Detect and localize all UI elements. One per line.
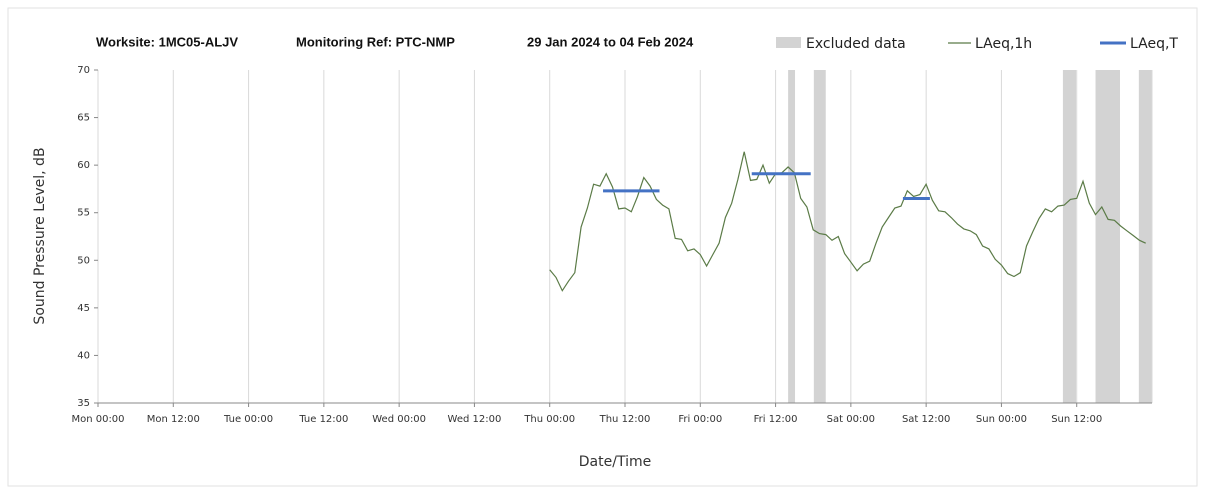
x-tick-label: Thu 12:00 [599,414,651,425]
x-tick-label: Thu 00:00 [523,414,575,425]
y-tick-label: 60 [77,160,90,171]
excluded-band [1095,70,1121,403]
monitoring-ref: Monitoring Ref: PTC-NMP [296,34,455,49]
x-tick-label: Sat 00:00 [827,414,875,425]
legend-swatch [776,37,801,48]
x-tick-label: Tue 12:00 [298,414,348,425]
excluded-band [788,70,796,403]
worksite: Worksite: 1MC05-ALJV [96,34,238,49]
excluded-band [813,70,826,403]
x-tick-label: Sun 12:00 [1051,414,1102,425]
y-tick-label: 55 [77,208,90,219]
excluded-band [1062,70,1077,403]
x-tick-label: Wed 12:00 [448,414,502,425]
legend-label: Excluded data [806,36,906,52]
legend-label: LAeq,T [1130,36,1178,52]
x-tick-label: Sun 00:00 [976,414,1027,425]
x-tick-label: Mon 12:00 [147,414,200,425]
x-tick-label: Mon 00:00 [71,414,124,425]
date-range: 29 Jan 2024 to 04 Feb 2024 [527,34,694,49]
y-tick-label: 45 [77,303,90,314]
x-axis-label: Date/Time [579,454,651,470]
excluded-band [1138,70,1152,403]
y-axis-label: Sound Pressure Level, dB [32,147,48,324]
y-tick-label: 65 [77,113,90,124]
y-tick-label: 50 [77,255,90,266]
frame [7,7,1198,487]
y-tick-label: 40 [77,350,90,361]
x-tick-label: Fri 00:00 [678,414,722,425]
legend-label: LAeq,1h [975,36,1032,52]
x-tick-label: Fri 12:00 [754,414,798,425]
line-series [549,151,1146,292]
y-tick-label: 35 [77,398,90,409]
x-tick-label: Sat 12:00 [902,414,950,425]
y-tick-label: 70 [77,65,90,76]
x-tick-label: Tue 00:00 [223,414,273,425]
x-tick-label: Wed 00:00 [372,414,426,425]
